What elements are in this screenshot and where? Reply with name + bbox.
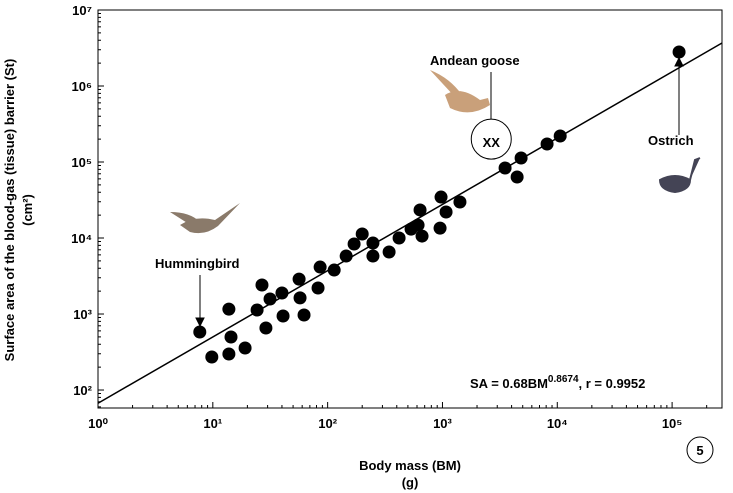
point: [276, 309, 290, 323]
point: [392, 231, 406, 245]
x-tick-label: 10¹: [203, 416, 222, 431]
y-tick-label: 10⁴: [71, 231, 92, 246]
bird-sketches: [170, 70, 701, 234]
x-axis-unit: (g): [402, 475, 419, 490]
y-tick-label: 10⁶: [72, 79, 92, 94]
x-tick-label: 10²: [318, 416, 337, 431]
point: [672, 45, 686, 59]
x-tick-label: 10⁰: [88, 416, 108, 431]
ostrich-icon: [658, 157, 701, 194]
point: [413, 203, 427, 217]
equation-exponent: 0.8674: [548, 374, 579, 385]
point: [224, 330, 238, 344]
x-tick-label: 10⁵: [662, 416, 683, 431]
y-axis-unit: (cm²): [20, 194, 35, 226]
point: [222, 302, 236, 316]
point: [275, 286, 289, 300]
equation: SA = 0.68BM0.8674, r = 0.9952: [470, 374, 645, 391]
point: [553, 129, 567, 143]
annotation: Ostrich: [648, 133, 694, 148]
goose-circle: [470, 118, 512, 160]
plot-frame: [97, 9, 723, 409]
point: [293, 291, 307, 305]
point: [355, 227, 369, 241]
point: [382, 245, 396, 259]
equation-rest: , r = 0.9952: [579, 376, 646, 391]
point: [238, 341, 252, 355]
annotation: Hummingbird: [155, 256, 240, 271]
goose-icon: [430, 70, 490, 113]
point: [510, 170, 524, 184]
point: [222, 347, 236, 361]
y-tick-label: 10³: [73, 307, 92, 322]
x-axis-label: Body mass (BM): [359, 458, 461, 473]
point: [327, 263, 341, 277]
point: [339, 249, 353, 263]
point: [415, 229, 429, 243]
point: [366, 236, 380, 250]
point: [453, 195, 467, 209]
point: [433, 221, 447, 235]
point: [498, 161, 512, 175]
point: [193, 325, 207, 339]
point: [366, 249, 380, 263]
y-tick-label: 10²: [73, 383, 92, 398]
point: [311, 281, 325, 295]
point: [297, 308, 311, 322]
point: [434, 190, 448, 204]
point: [439, 205, 453, 219]
x-tick-label: 10³: [433, 416, 452, 431]
point: [313, 260, 327, 274]
panel-number: 5: [696, 443, 703, 458]
arrow-head: [674, 56, 684, 67]
equation-base: SA = 0.68BM: [470, 376, 548, 391]
x-tick-label: 10⁴: [547, 416, 568, 431]
arrow-head: [195, 317, 205, 328]
point: [411, 218, 425, 232]
point: [205, 350, 219, 364]
hummingbird-icon: [170, 203, 240, 234]
point: [259, 321, 273, 335]
point: [263, 292, 277, 306]
point: [540, 137, 554, 151]
y-axis-label: Surface area of the blood-gas (tissue) b…: [2, 59, 17, 362]
annotation: Andean goose: [430, 53, 520, 68]
point: [514, 151, 528, 165]
panel-circle: [686, 436, 714, 464]
point: [255, 278, 269, 292]
point: [292, 272, 306, 286]
point: [347, 237, 361, 251]
y-tick-label: 10⁵: [71, 155, 92, 170]
y-tick-label: 10⁷: [72, 3, 92, 18]
point: [250, 303, 264, 317]
goose-marker: XX: [483, 135, 501, 150]
